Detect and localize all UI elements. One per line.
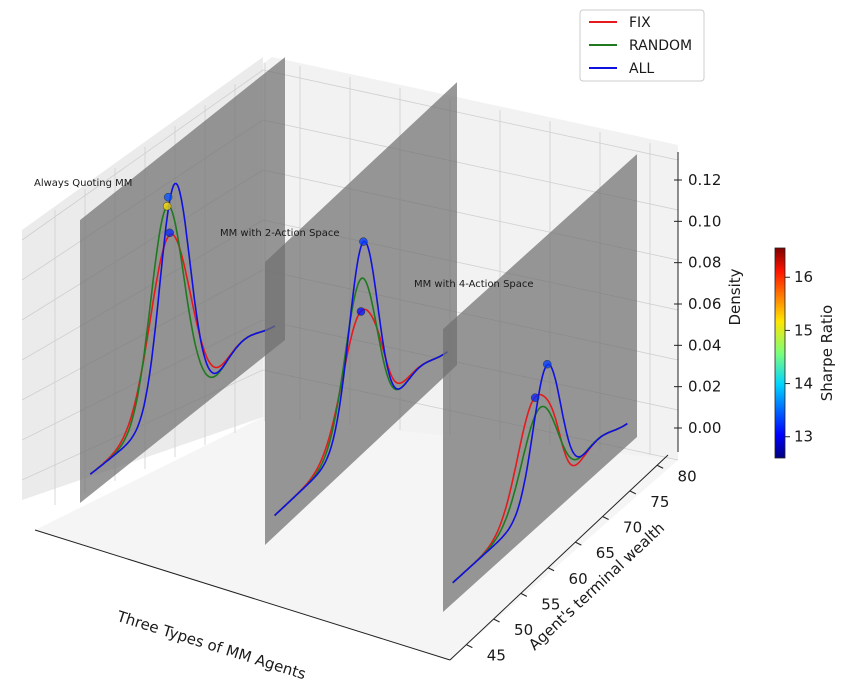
z-tick-label: 0.00 [688,419,721,437]
y-tick [520,592,528,597]
series-all-line [452,363,628,584]
legend-label-random: RANDOM [629,38,692,54]
y-tick [547,567,555,572]
peak-marker [359,237,368,246]
y-tick [656,464,664,469]
peak-marker [530,393,540,402]
grid-line [262,69,679,161]
y-tick-label: 55 [541,595,560,613]
y-tick-label: 50 [514,621,533,639]
peak-marker [162,201,172,211]
z-tick-label: 0.02 [688,378,721,396]
panel-plane [80,57,285,503]
colorbar-tick-label: 16 [794,268,813,286]
colorbar-ticks: 13 14 15 16 [785,268,813,446]
colorbar-tick-label: 14 [794,375,813,393]
z-axis-label: Density [726,268,744,325]
series-all-line [89,182,276,475]
z-tick-label: 0.04 [688,336,721,354]
panel-label: MM with 4-Action Space [414,279,534,290]
colorbar: 13 14 15 16 Sharpe Ratio [774,247,836,459]
z-tick-label: 0.06 [688,295,721,313]
grid-line [21,69,264,241]
z-ticks: 0.00 0.02 0.04 0.06 0.08 0.10 0.12 [674,171,721,437]
legend-label-all: ALL [629,61,654,77]
y-tick-label: 65 [596,544,615,562]
x-axis-label: Three Types of MM Agents [114,607,308,683]
panel-2: MM with 2-Action Space [220,82,457,545]
z-tick-label: 0.08 [688,254,721,272]
peak-marker [356,307,366,316]
y-tick [466,644,473,649]
legend: FIX RANDOM ALL [579,9,705,82]
panel-planes: Always Quoting MM MM with 2-Action Space M… [34,57,637,612]
y-tick-label: 60 [569,570,588,588]
peak-marker [165,228,174,238]
y-axis-line [449,454,669,661]
y-ticks: 45 50 55 60 65 70 75 80 [466,464,697,665]
y-tick [493,618,500,623]
y-tick-label: 80 [678,467,697,485]
panel-label: MM with 2-Action Space [220,228,340,239]
y-tick-label: 75 [650,493,669,511]
panel-label: Always Quoting MM [34,178,132,189]
series-all-line [274,240,448,517]
y-tick-label: 70 [623,519,642,537]
colorbar-gradient [774,247,786,459]
y-tick [602,516,609,520]
z-tick-label: 0.12 [688,171,721,189]
peak-marker [163,192,173,202]
legend-label-fix: FIX [629,15,651,31]
z-tick-label: 0.10 [688,212,721,230]
colorbar-tick-label: 13 [794,428,813,446]
y-tick [629,490,637,495]
panel-plane [443,154,637,612]
colorbar-label: Sharpe Ratio [818,305,836,401]
panel-1: Always Quoting MM [34,57,285,503]
y-tick [575,541,582,546]
peak-marker [543,359,552,369]
x-axis-line [34,529,451,661]
y-tick-label: 45 [487,647,506,665]
colorbar-tick-label: 15 [794,321,813,339]
panel-3: MM with 4-Action Space [414,154,637,612]
legend-frame [579,9,705,82]
